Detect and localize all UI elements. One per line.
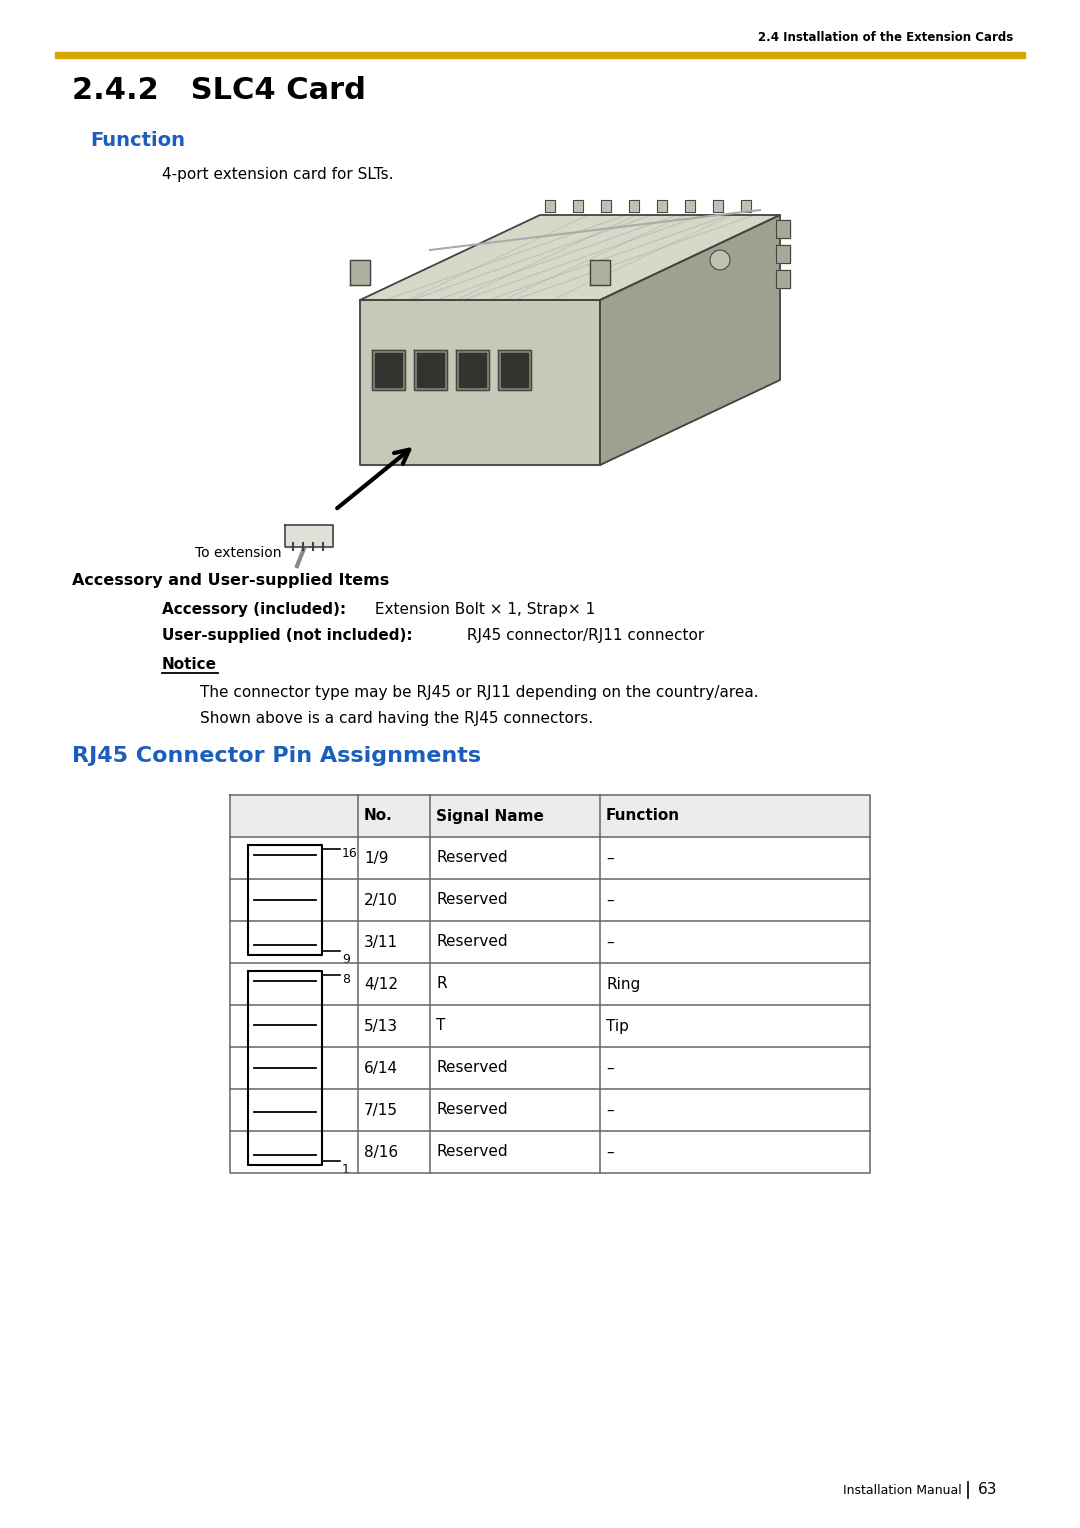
Text: Signal Name: Signal Name bbox=[436, 808, 544, 824]
Polygon shape bbox=[230, 795, 870, 1174]
Polygon shape bbox=[573, 200, 583, 212]
Polygon shape bbox=[545, 200, 555, 212]
Polygon shape bbox=[498, 350, 531, 390]
Text: Notice: Notice bbox=[162, 657, 217, 672]
Text: 6/14: 6/14 bbox=[364, 1060, 399, 1076]
Text: RJ45 connector/RJ11 connector: RJ45 connector/RJ11 connector bbox=[462, 628, 704, 643]
Polygon shape bbox=[777, 220, 789, 238]
Polygon shape bbox=[741, 200, 751, 212]
Polygon shape bbox=[600, 200, 611, 212]
Circle shape bbox=[710, 251, 730, 270]
Text: 1/9: 1/9 bbox=[364, 851, 389, 865]
Polygon shape bbox=[600, 215, 780, 465]
Text: 8/16: 8/16 bbox=[364, 1144, 399, 1160]
Polygon shape bbox=[685, 200, 696, 212]
Polygon shape bbox=[456, 350, 489, 390]
Text: –: – bbox=[606, 935, 613, 949]
Polygon shape bbox=[629, 200, 639, 212]
Polygon shape bbox=[360, 215, 780, 299]
Polygon shape bbox=[713, 200, 723, 212]
Text: 63: 63 bbox=[978, 1482, 998, 1497]
Text: –: – bbox=[606, 1060, 613, 1076]
Polygon shape bbox=[777, 244, 789, 263]
Text: T: T bbox=[436, 1019, 445, 1033]
Text: 9: 9 bbox=[342, 953, 350, 966]
Text: Extension Bolt × 1, Strap× 1: Extension Bolt × 1, Strap× 1 bbox=[370, 602, 595, 617]
Polygon shape bbox=[360, 299, 600, 465]
Polygon shape bbox=[350, 260, 370, 286]
Text: Accessory and User-supplied Items: Accessory and User-supplied Items bbox=[72, 573, 389, 588]
Text: Accessory (included):: Accessory (included): bbox=[162, 602, 346, 617]
Bar bbox=[55, 52, 1025, 58]
Text: RJ45 Connector Pin Assignments: RJ45 Connector Pin Assignments bbox=[72, 746, 481, 766]
Text: Reserved: Reserved bbox=[436, 1060, 508, 1076]
Text: User-supplied (not included):: User-supplied (not included): bbox=[162, 628, 413, 643]
Text: Installation Manual: Installation Manual bbox=[843, 1484, 962, 1496]
Text: R: R bbox=[436, 976, 447, 992]
Polygon shape bbox=[414, 350, 447, 390]
Text: 2.4.2   SLC4 Card: 2.4.2 SLC4 Card bbox=[72, 76, 366, 105]
Text: –: – bbox=[606, 851, 613, 865]
Text: Reserved: Reserved bbox=[436, 935, 508, 949]
Polygon shape bbox=[417, 353, 444, 387]
Text: Shown above is a card having the RJ45 connectors.: Shown above is a card having the RJ45 co… bbox=[200, 711, 593, 726]
Text: 4-port extension card for SLTs.: 4-port extension card for SLTs. bbox=[162, 167, 393, 182]
Text: Reserved: Reserved bbox=[436, 1144, 508, 1160]
Text: Reserved: Reserved bbox=[436, 851, 508, 865]
Text: 1: 1 bbox=[342, 1163, 350, 1177]
Text: –: – bbox=[606, 892, 613, 908]
Text: 2.4 Installation of the Extension Cards: 2.4 Installation of the Extension Cards bbox=[758, 31, 1013, 44]
Polygon shape bbox=[285, 526, 333, 547]
Polygon shape bbox=[777, 270, 789, 287]
Text: To extension: To extension bbox=[195, 545, 282, 559]
Text: –: – bbox=[606, 1103, 613, 1117]
Polygon shape bbox=[459, 353, 486, 387]
Text: 4/12: 4/12 bbox=[364, 976, 399, 992]
Text: 16: 16 bbox=[342, 847, 357, 860]
Text: No.: No. bbox=[364, 808, 393, 824]
Text: –: – bbox=[606, 1144, 613, 1160]
Text: Reserved: Reserved bbox=[436, 892, 508, 908]
Text: Ring: Ring bbox=[606, 976, 640, 992]
Polygon shape bbox=[657, 200, 667, 212]
Polygon shape bbox=[360, 380, 780, 465]
Text: 7/15: 7/15 bbox=[364, 1103, 399, 1117]
Text: 8: 8 bbox=[342, 973, 350, 986]
Polygon shape bbox=[501, 353, 528, 387]
Text: Reserved: Reserved bbox=[436, 1103, 508, 1117]
Text: Function: Function bbox=[606, 808, 680, 824]
Text: 5/13: 5/13 bbox=[364, 1019, 399, 1033]
Text: 2/10: 2/10 bbox=[364, 892, 399, 908]
Polygon shape bbox=[375, 353, 402, 387]
Polygon shape bbox=[230, 795, 870, 837]
Text: Tip: Tip bbox=[606, 1019, 629, 1033]
Polygon shape bbox=[590, 260, 610, 286]
Text: The connector type may be RJ45 or RJ11 depending on the country/area.: The connector type may be RJ45 or RJ11 d… bbox=[200, 685, 758, 700]
Text: 3/11: 3/11 bbox=[364, 935, 399, 949]
Polygon shape bbox=[372, 350, 405, 390]
Text: Function: Function bbox=[90, 131, 185, 150]
